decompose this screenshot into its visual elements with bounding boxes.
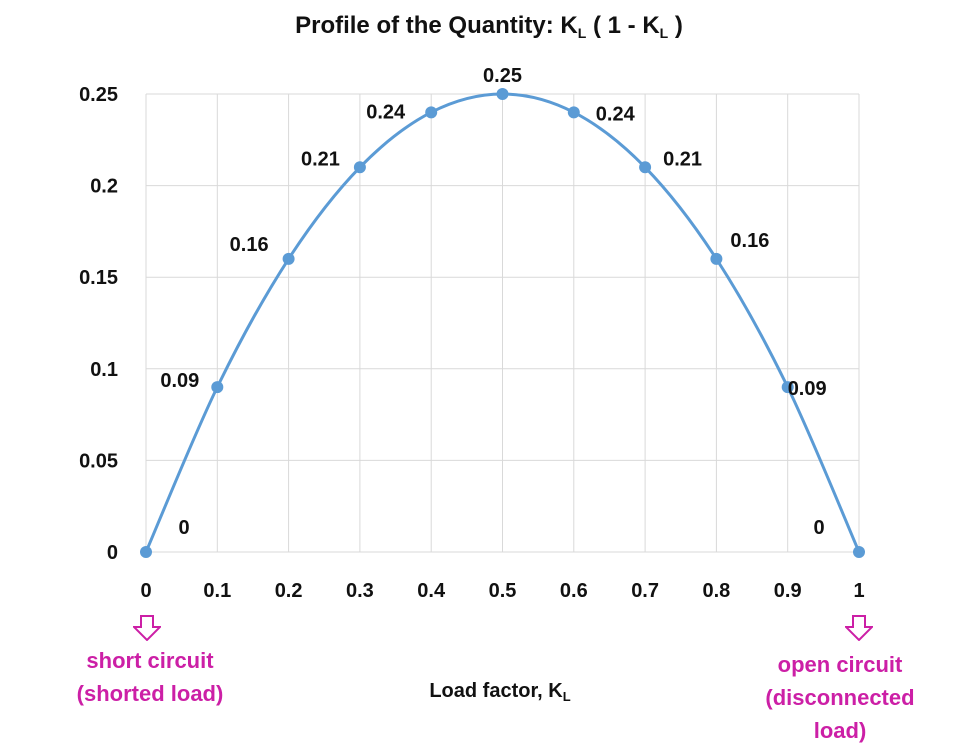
annotation-line: open circuit (777, 652, 903, 677)
data-label: 0.16 (230, 234, 269, 256)
chart-title: Profile of the Quantity: KL ( 1 - KL ) (0, 12, 978, 41)
data-point (710, 252, 723, 265)
annotation-line: (shorted load) (76, 681, 224, 706)
data-label: 0.21 (663, 148, 702, 170)
y-tick-label: 0 (107, 542, 118, 564)
data-point (639, 161, 652, 174)
data-label: 0.24 (596, 103, 636, 125)
y-tick-label: 0.05 (79, 450, 118, 472)
x-tick-label: 0.7 (631, 580, 659, 602)
data-point (282, 252, 295, 265)
data-label: 0.25 (483, 65, 522, 87)
data-point (211, 381, 224, 394)
x-tick-label: 0.1 (203, 580, 231, 602)
x-tick-label: 0.6 (560, 580, 588, 602)
annotation-line: (disconnected (765, 685, 915, 710)
data-label: 0.09 (788, 378, 827, 400)
data-point (496, 88, 509, 100)
open-circuit-annotation: open circuit (disconnected load) (740, 648, 940, 747)
data-point (353, 161, 366, 174)
short-circuit-annotation: short circuit (shorted load) (60, 644, 240, 710)
x-tick-label: 0 (140, 580, 151, 602)
data-point (140, 546, 152, 558)
data-label: 0 (178, 517, 189, 539)
y-tick-label: 0.2 (90, 176, 118, 198)
down-arrow-icon (133, 615, 161, 641)
title-text-end: ) (668, 12, 683, 39)
x-axis-label: Load factor, KL (380, 680, 620, 704)
x-tick-label: 0.4 (417, 580, 446, 602)
y-tick-label: 0.1 (90, 359, 118, 381)
x-tick-label: 0.2 (275, 580, 303, 602)
x-tick-label: 0.8 (702, 580, 730, 602)
title-text-mid: ( 1 - K (586, 12, 660, 39)
title-subscript: L (577, 25, 587, 41)
title-subscript: L (659, 25, 669, 41)
x-tick-label: 1 (853, 580, 864, 602)
x-tick-label: 0.5 (489, 580, 517, 602)
x-axis-label-subscript: L (562, 689, 571, 704)
title-text: Profile of the Quantity: K (295, 12, 578, 39)
down-arrow-icon (845, 615, 873, 641)
data-point (781, 381, 794, 394)
data-label: 0 (813, 517, 824, 539)
y-tick-label: 0.15 (79, 267, 118, 289)
x-axis-label-text: Load factor, K (429, 680, 563, 702)
data-point (425, 106, 438, 119)
data-point (853, 546, 865, 558)
annotation-line: short circuit (86, 648, 214, 673)
data-label: 0.09 (160, 370, 199, 392)
data-point (567, 106, 580, 119)
x-tick-label: 0.3 (346, 580, 374, 602)
x-tick-label: 0.9 (774, 580, 802, 602)
data-label: 0.21 (301, 148, 340, 170)
data-label: 0.16 (730, 230, 769, 252)
annotation-line: load) (813, 718, 867, 743)
data-label: 0.24 (366, 101, 406, 123)
y-tick-label: 0.25 (79, 84, 118, 106)
